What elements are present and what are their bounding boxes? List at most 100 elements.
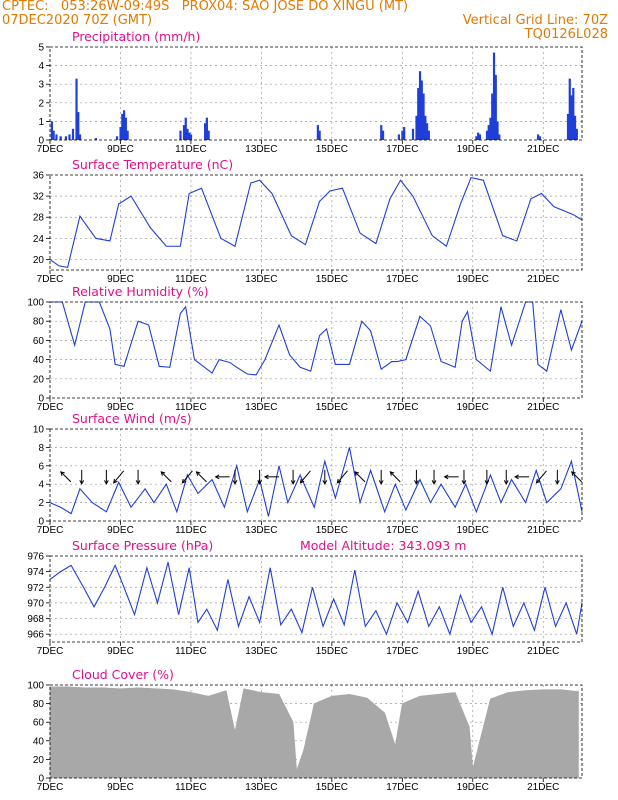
precip-bar xyxy=(64,136,68,140)
x-tick-label: 9DEC xyxy=(107,782,134,793)
x-tick-label: 13DEC xyxy=(245,525,277,536)
precip-bar xyxy=(94,138,98,140)
wind-arrow xyxy=(570,471,583,483)
panel-frame xyxy=(49,301,583,399)
wind-arrow-head xyxy=(299,478,305,484)
precip-bar xyxy=(189,134,193,140)
precip-bar xyxy=(498,134,501,140)
x-tick-label: 17DEC xyxy=(386,525,418,536)
precip-bar xyxy=(186,128,189,140)
y-tick-label: 100 xyxy=(27,681,44,692)
y-tick-label: 32 xyxy=(33,192,45,203)
precip-bar xyxy=(411,128,415,140)
wind-arrow xyxy=(554,469,560,485)
wind-arrow xyxy=(443,474,459,480)
precip-bar xyxy=(182,125,186,140)
y-tick-label: 1 xyxy=(38,117,44,128)
wind-arrow-shaft xyxy=(113,470,125,484)
precip-bar xyxy=(403,126,406,140)
wind-arrow-head xyxy=(214,474,220,480)
wind-arrow xyxy=(257,469,262,485)
wind-arrow xyxy=(514,474,530,480)
precip-bar xyxy=(420,80,423,140)
x-tick-label: 19DEC xyxy=(457,144,489,155)
x-tick-label: 11DEC xyxy=(175,274,207,285)
x-tick-label: 7DEC xyxy=(37,144,64,155)
header-station-line: CPTEC: 053:26W-09:49S PROX04: SAO JOSE D… xyxy=(2,0,409,14)
precip-bar xyxy=(381,130,385,140)
x-tick-label: 11DEC xyxy=(175,525,207,536)
wind-arrow-head xyxy=(113,478,118,484)
y-tick-label: 0 xyxy=(38,394,44,405)
y-tick-label: 6 xyxy=(38,461,44,472)
y-tick-label: 972 xyxy=(27,583,44,594)
precip-bar xyxy=(536,134,540,140)
x-tick-label: 9DEC xyxy=(107,274,134,285)
wind-arrow xyxy=(60,471,72,483)
precip-bar xyxy=(417,87,420,140)
precip-bar xyxy=(205,117,208,140)
x-tick-label: 11DEC xyxy=(175,782,207,793)
panel-frame xyxy=(49,555,583,643)
wind-arrow-head xyxy=(263,474,269,480)
wind-arrow xyxy=(378,469,384,485)
precip-bar xyxy=(68,134,71,140)
wind-arrow xyxy=(160,471,172,483)
precip-bar xyxy=(77,112,80,140)
x-tick-label: 9DEC xyxy=(107,144,134,155)
cloud-cover-area xyxy=(49,686,579,779)
x-tick-label: 7DEC xyxy=(37,782,64,793)
precip-bar xyxy=(489,117,492,140)
y-tick-label: 36 xyxy=(33,171,45,182)
wind-arrow-head xyxy=(554,480,560,485)
wind-arrow-head xyxy=(257,480,262,485)
wind-arrow-shaft xyxy=(571,471,583,483)
y-tick-label: 10 xyxy=(33,425,45,436)
wind-arrow-head xyxy=(195,471,201,476)
x-tick-label: 11DEC xyxy=(175,646,207,657)
precip-bar xyxy=(55,134,58,140)
precip-bar xyxy=(478,134,482,140)
precip-bar xyxy=(418,71,422,140)
panel-annotation: Model Altitude: 343.093 m xyxy=(300,538,466,553)
wind-arrow-head xyxy=(104,480,109,485)
y-tick-label: 0 xyxy=(38,517,44,528)
series-line-wind xyxy=(49,447,583,517)
y-tick-label: 968 xyxy=(27,614,44,625)
precip-bar xyxy=(566,113,570,140)
precip-bar xyxy=(492,52,496,140)
wind-arrow xyxy=(503,469,509,485)
precip-bar xyxy=(401,130,404,140)
x-tick-label: 15DEC xyxy=(316,646,348,657)
wind-arrow-shaft xyxy=(536,470,547,484)
wind-arrow xyxy=(195,471,207,483)
wind-arrow-head xyxy=(461,480,467,485)
panel-title: Surface Pressure (hPa) xyxy=(72,538,213,553)
wind-arrow-shaft xyxy=(337,470,348,484)
wind-arrow xyxy=(104,469,109,485)
precip-bar xyxy=(204,123,207,140)
precip-bar xyxy=(491,93,494,140)
wind-arrow-head xyxy=(484,480,490,485)
y-tick-label: 20 xyxy=(33,374,45,385)
wind-arrow xyxy=(414,469,419,485)
y-tick-label: 976 xyxy=(27,552,44,563)
precip-bar xyxy=(397,134,400,140)
wind-arrow xyxy=(299,470,311,484)
precip-bar xyxy=(487,125,490,140)
wind-arrow-head xyxy=(135,480,141,485)
wind-arrow xyxy=(354,471,366,483)
wind-arrow-shaft xyxy=(354,471,366,483)
x-tick-label: 11DEC xyxy=(175,144,207,155)
wind-arrow xyxy=(484,469,490,485)
wind-arrow xyxy=(336,470,348,484)
panel-frame xyxy=(49,684,583,779)
precip-bar xyxy=(207,130,210,140)
precip-bar xyxy=(494,74,497,140)
precip-bar xyxy=(475,136,478,140)
x-tick-label: 21DEC xyxy=(527,646,559,657)
precip-bar xyxy=(572,87,575,140)
wind-arrow-shaft xyxy=(182,470,193,484)
x-tick-label: 13DEC xyxy=(245,402,277,413)
wind-arrow-head xyxy=(431,480,437,485)
